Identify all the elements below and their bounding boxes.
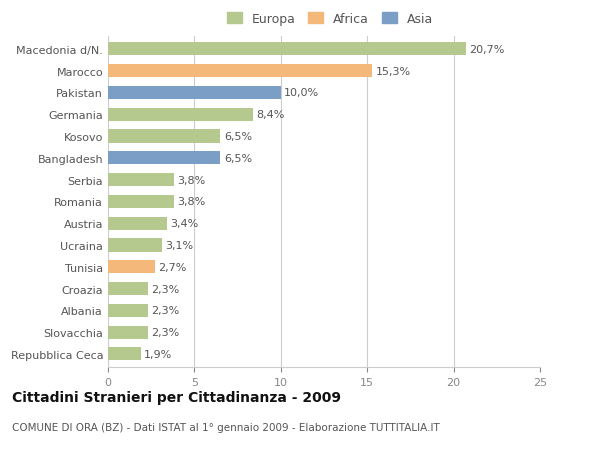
Text: Cittadini Stranieri per Cittadinanza - 2009: Cittadini Stranieri per Cittadinanza - 2…	[12, 391, 341, 405]
Bar	[108, 261, 155, 274]
Text: 3,4%: 3,4%	[170, 218, 199, 229]
Text: 2,3%: 2,3%	[151, 284, 179, 294]
Bar	[108, 87, 281, 100]
Text: 6,5%: 6,5%	[224, 132, 252, 142]
Bar	[108, 43, 466, 56]
Bar	[108, 152, 220, 165]
Bar	[108, 347, 141, 361]
Text: 1,9%: 1,9%	[144, 349, 173, 359]
Text: 8,4%: 8,4%	[257, 110, 285, 120]
Legend: Europa, Africa, Asia: Europa, Africa, Asia	[227, 13, 433, 26]
Bar	[108, 217, 167, 230]
Bar	[108, 304, 148, 317]
Text: 20,7%: 20,7%	[469, 45, 505, 55]
Bar	[108, 174, 173, 187]
Text: 2,3%: 2,3%	[151, 327, 179, 337]
Bar	[108, 196, 173, 208]
Text: 10,0%: 10,0%	[284, 88, 319, 98]
Text: 3,8%: 3,8%	[177, 197, 205, 207]
Text: COMUNE DI ORA (BZ) - Dati ISTAT al 1° gennaio 2009 - Elaborazione TUTTITALIA.IT: COMUNE DI ORA (BZ) - Dati ISTAT al 1° ge…	[12, 423, 440, 432]
Text: 2,7%: 2,7%	[158, 262, 187, 272]
Bar	[108, 130, 220, 143]
Text: 15,3%: 15,3%	[376, 67, 411, 77]
Bar	[108, 282, 148, 296]
Text: 2,3%: 2,3%	[151, 306, 179, 316]
Bar	[108, 326, 148, 339]
Bar	[108, 108, 253, 122]
Bar	[108, 239, 161, 252]
Bar	[108, 65, 373, 78]
Text: 6,5%: 6,5%	[224, 153, 252, 163]
Text: 3,1%: 3,1%	[165, 241, 193, 251]
Text: 3,8%: 3,8%	[177, 175, 205, 185]
